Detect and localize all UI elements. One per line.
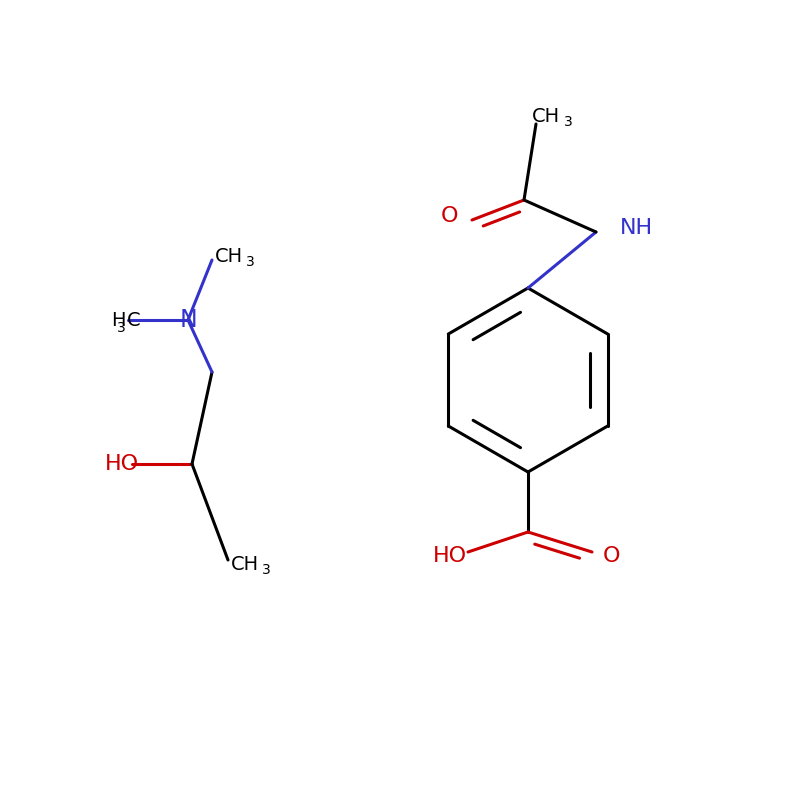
Text: N: N <box>179 308 197 332</box>
Text: NH: NH <box>620 218 653 238</box>
Text: 3: 3 <box>564 115 573 130</box>
Text: HO: HO <box>105 454 138 474</box>
Text: O: O <box>441 206 458 226</box>
Text: O: O <box>603 546 621 566</box>
Text: H: H <box>111 310 126 330</box>
Text: 3: 3 <box>246 255 255 270</box>
Text: 3: 3 <box>117 321 126 335</box>
Text: CH: CH <box>230 554 258 574</box>
Text: 3: 3 <box>262 563 271 578</box>
Text: C: C <box>127 310 141 330</box>
Text: HO: HO <box>434 546 467 566</box>
Text: CH: CH <box>214 246 242 266</box>
Text: CH: CH <box>532 106 560 126</box>
